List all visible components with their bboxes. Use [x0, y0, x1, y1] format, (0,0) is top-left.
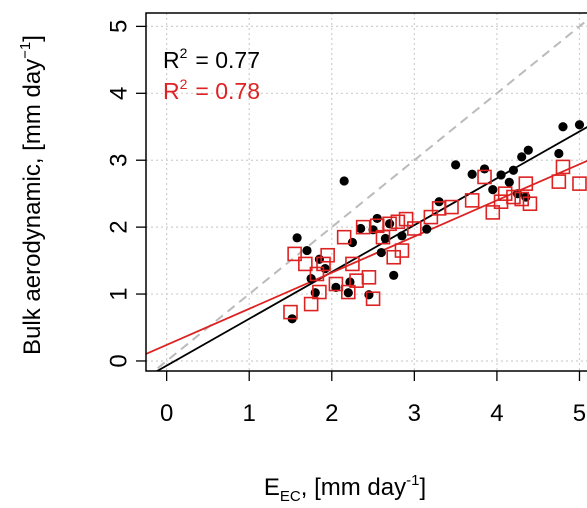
one-to-one-line — [152, 19, 587, 371]
point-square — [355, 219, 371, 235]
point-circle — [508, 165, 519, 175]
point-square — [518, 176, 534, 191]
y-axis-ticks: 0 1 2 3 4 5 — [105, 20, 146, 368]
point-circle — [496, 170, 506, 180]
point-square — [506, 189, 521, 205]
point-circle — [347, 237, 358, 248]
y-tick-label: 4 — [105, 87, 132, 100]
point-square — [328, 276, 344, 292]
point-square — [407, 221, 422, 236]
point-circle — [397, 231, 407, 241]
point-square — [365, 291, 381, 307]
point-square — [522, 196, 538, 212]
point-square — [345, 256, 360, 272]
point-square — [394, 243, 410, 258]
point-square — [382, 216, 397, 232]
point-square — [477, 169, 492, 185]
point-circle — [451, 160, 461, 170]
x-tick-label: 0 — [160, 400, 173, 427]
point-square — [423, 209, 439, 225]
identity-line — [152, 19, 587, 371]
point-circle — [554, 148, 564, 159]
x-axis-ticks: 0 1 2 3 4 5 — [160, 371, 586, 427]
point-circle — [302, 245, 312, 256]
x-tick-label: 5 — [573, 400, 586, 427]
point-square — [514, 191, 529, 207]
y-tick-label: 3 — [105, 154, 132, 167]
point-circle — [380, 233, 391, 244]
point-square — [303, 296, 319, 312]
point-square — [316, 256, 331, 272]
point-circle — [488, 185, 498, 195]
y-tick-label: 2 — [105, 220, 132, 233]
point-circle — [376, 247, 386, 258]
point-square — [464, 193, 480, 208]
point-circle — [292, 233, 302, 243]
point-circle — [310, 288, 320, 298]
point-circle — [384, 219, 395, 229]
plot-frame — [145, 12, 587, 372]
point-square — [551, 174, 567, 189]
point-circle — [479, 164, 490, 174]
point-square — [287, 246, 302, 262]
point-square — [485, 205, 501, 220]
point-square — [320, 247, 335, 263]
point-square — [361, 270, 377, 285]
point-circle — [467, 169, 477, 179]
point-circle — [343, 288, 353, 298]
x-tick-label: 4 — [490, 400, 503, 427]
point-circle — [574, 120, 585, 130]
point-square — [497, 186, 513, 201]
point-square — [390, 214, 406, 230]
r2-black-annotation: R2 = 0.77 — [163, 45, 260, 73]
x-axis-label: EEC, [mm day-1] — [264, 472, 426, 505]
x-tick-label: 3 — [408, 400, 421, 427]
y-tick-label: 1 — [105, 287, 132, 300]
point-square — [298, 256, 313, 272]
y-tick-label: 5 — [105, 20, 132, 33]
y-tick-label: 0 — [105, 354, 132, 367]
y-axis-label: Bulk aerodynamic, [mm day−1] — [17, 35, 46, 355]
x-tick-label: 1 — [243, 400, 256, 427]
r2-red-annotation: R2 = 0.78 — [163, 76, 260, 104]
data-points — [283, 120, 587, 324]
point-circle — [504, 177, 514, 187]
point-circle — [389, 270, 399, 280]
point-circle — [331, 282, 341, 292]
point-circle — [339, 176, 349, 186]
point-square — [444, 199, 459, 215]
point-circle — [320, 264, 330, 274]
point-square — [572, 176, 587, 191]
point-square — [555, 159, 571, 175]
point-circle — [422, 224, 432, 234]
x-tick-label: 2 — [325, 400, 338, 427]
point-square — [336, 229, 352, 245]
point-square — [398, 211, 414, 227]
point-circle — [517, 152, 527, 162]
point-circle — [523, 145, 533, 155]
point-square — [283, 304, 298, 320]
point-square — [340, 284, 356, 300]
point-circle — [372, 213, 382, 224]
fit-line-series-1 — [146, 159, 587, 355]
point-circle — [356, 223, 366, 234]
fit-line-series-0 — [155, 126, 587, 371]
point-circle — [558, 122, 568, 132]
point-square — [312, 284, 327, 300]
